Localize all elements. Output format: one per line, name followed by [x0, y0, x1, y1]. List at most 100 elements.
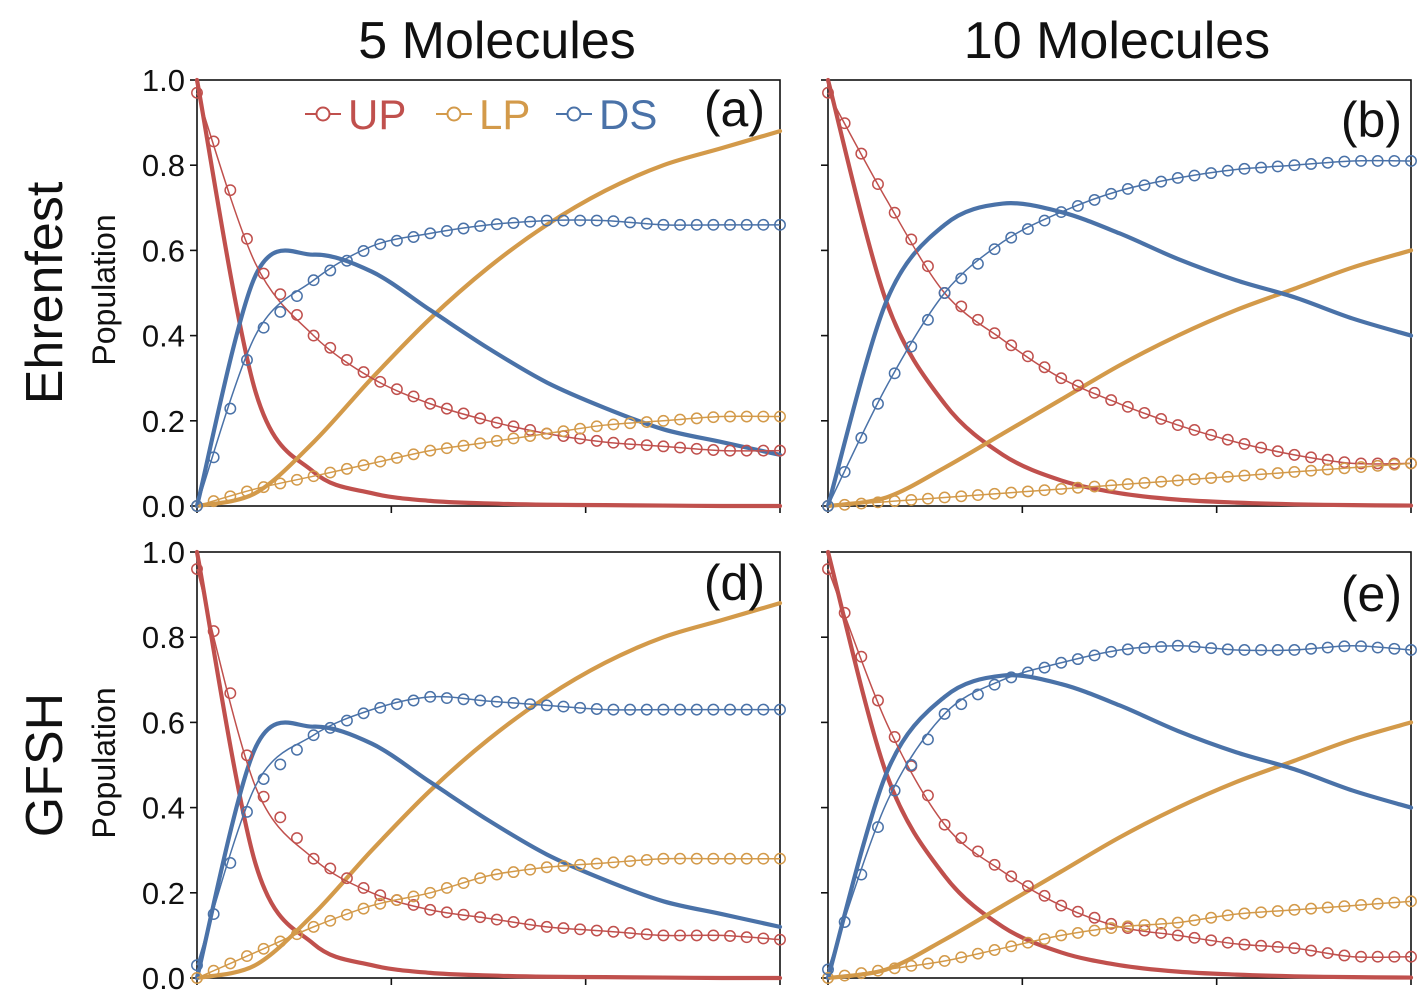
- marker-lp: [357, 902, 370, 915]
- marker-ds: [440, 224, 453, 237]
- marker-up: [590, 434, 603, 447]
- y-tick-label: 0.6: [142, 233, 185, 268]
- marker-up: [1405, 950, 1417, 963]
- marker-lp: [540, 427, 553, 440]
- marker-ds: [774, 218, 786, 231]
- marker-up: [1188, 931, 1201, 944]
- marker-lp: [440, 881, 453, 894]
- marker-ds: [340, 714, 353, 727]
- marker-up: [657, 929, 670, 942]
- marker-up: [1021, 880, 1034, 893]
- marker-ds: [407, 694, 420, 707]
- marker-ds: [241, 353, 253, 366]
- marker-up: [241, 749, 253, 762]
- marker-up: [1105, 394, 1118, 407]
- marker-ds: [390, 698, 403, 711]
- marker-ds: [757, 703, 770, 716]
- marker-lp: [955, 490, 968, 503]
- marker-lp: [1388, 896, 1401, 909]
- marker-up: [774, 444, 786, 457]
- marker-ds: [1355, 154, 1367, 167]
- marker-ds: [872, 821, 884, 834]
- marker-ds: [507, 217, 520, 229]
- marker-up: [1205, 934, 1218, 947]
- marker-up: [690, 929, 703, 942]
- marker-lp: [624, 855, 637, 868]
- marker-lp: [1071, 481, 1084, 494]
- marker-lp: [1171, 916, 1184, 929]
- marker-ds: [1071, 653, 1084, 666]
- marker-ds: [1005, 671, 1018, 684]
- marker-lp: [1305, 902, 1318, 915]
- marker-up: [905, 233, 918, 246]
- marker-lp: [971, 947, 984, 960]
- marker-ds: [640, 217, 653, 230]
- marker-up: [324, 862, 337, 875]
- marker-lp: [740, 410, 753, 423]
- marker-ds: [1305, 642, 1318, 655]
- marker-ds: [607, 215, 620, 228]
- marker-lp: [872, 964, 884, 977]
- axes-frame: [827, 79, 1412, 507]
- marker-ds: [1321, 156, 1334, 169]
- marker-ds: [1205, 167, 1218, 180]
- marker-ds: [624, 216, 637, 229]
- marker-up: [357, 366, 370, 379]
- marker-lp: [1155, 475, 1168, 488]
- marker-lp: [905, 493, 918, 506]
- y-axis-label-bottom: Population: [86, 687, 122, 838]
- marker-lp: [490, 868, 503, 881]
- marker-ds: [1271, 160, 1284, 173]
- marker-ds: [674, 218, 687, 231]
- axes-frame: [827, 551, 1412, 979]
- marker-up: [838, 117, 851, 130]
- marker-lp: [822, 972, 834, 984]
- marker-ds: [574, 701, 587, 714]
- legend-marker-lp: [446, 106, 462, 122]
- marker-up: [340, 353, 353, 366]
- marker-ds: [340, 254, 353, 267]
- marker-lp: [921, 492, 934, 505]
- panel-e: (e): [821, 549, 1417, 985]
- y-tick-label: 0.2: [142, 404, 185, 439]
- marker-up: [1255, 441, 1268, 454]
- marker-ds: [1288, 644, 1301, 656]
- marker-up: [674, 441, 687, 454]
- marker-up: [1271, 445, 1284, 458]
- marker-ds: [440, 692, 453, 705]
- marker-up: [1388, 950, 1401, 963]
- marker-ds: [1271, 644, 1284, 656]
- marker-ds: [855, 431, 868, 444]
- marker-lp: [1238, 469, 1251, 482]
- series-line-ds-marker: [827, 159, 1412, 507]
- marker-ds: [1288, 159, 1301, 172]
- marker-up: [724, 444, 736, 457]
- marker-up: [1055, 899, 1068, 912]
- marker-ds: [290, 290, 303, 302]
- marker-up: [274, 288, 287, 301]
- marker-up: [1321, 947, 1334, 959]
- marker-ds: [1021, 666, 1034, 679]
- marker-up: [740, 444, 753, 457]
- panel-b: (b): [821, 77, 1417, 513]
- marker-ds: [1388, 154, 1401, 167]
- marker-lp: [390, 451, 403, 464]
- marker-up: [988, 327, 1001, 340]
- marker-lp: [888, 962, 901, 975]
- marker-ds: [557, 214, 570, 227]
- legend-label-ds: DS: [599, 91, 657, 138]
- marker-up: [988, 858, 1001, 871]
- marker-lp: [374, 897, 387, 910]
- marker-up: [224, 184, 237, 197]
- marker-ds: [657, 703, 670, 716]
- marker-up: [1288, 448, 1301, 461]
- y-axis-label-top: Population: [86, 214, 122, 365]
- series-line-ds-thick: [194, 248, 783, 509]
- marker-ds: [540, 699, 553, 712]
- marker-lp: [1121, 478, 1134, 491]
- marker-lp: [540, 861, 553, 874]
- marker-lp: [524, 863, 537, 876]
- marker-ds: [1171, 172, 1184, 184]
- marker-ds: [1338, 640, 1351, 653]
- marker-up: [1355, 950, 1367, 963]
